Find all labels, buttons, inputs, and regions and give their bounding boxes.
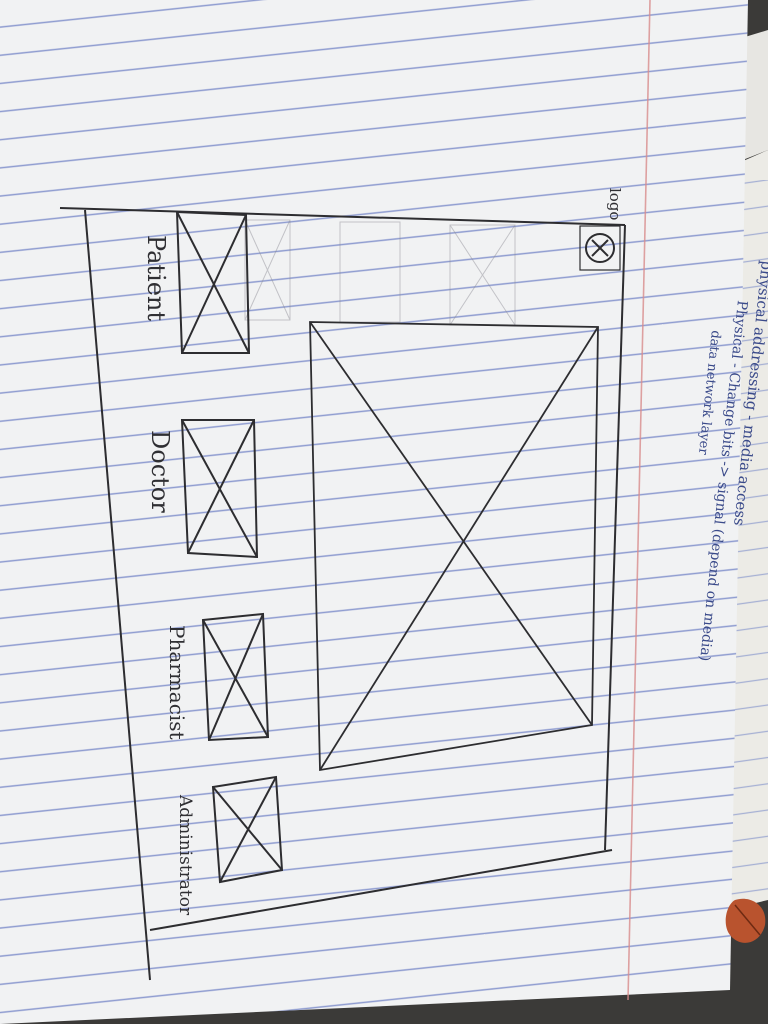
hero-image-placeholder — [309, 321, 599, 772]
pharmacist-label: Pharmacist — [165, 625, 189, 740]
pharmacist-image-placeholder — [201, 612, 270, 742]
administrator-label: Administrator — [175, 794, 195, 916]
leaf-decoration — [725, 898, 766, 943]
logo-label: logo — [606, 188, 624, 220]
patient-label: Patient — [142, 235, 170, 321]
margin-line — [627, 0, 651, 1001]
administrator-image-placeholder — [211, 775, 284, 884]
patient-image-placeholder — [175, 210, 251, 354]
wireframe-frame — [59, 207, 626, 981]
logo-placeholder — [579, 225, 621, 271]
sheet-ruling — [0, 0, 748, 1024]
doctor-image-placeholder — [180, 419, 259, 559]
doctor-label: Doctor — [146, 430, 174, 513]
